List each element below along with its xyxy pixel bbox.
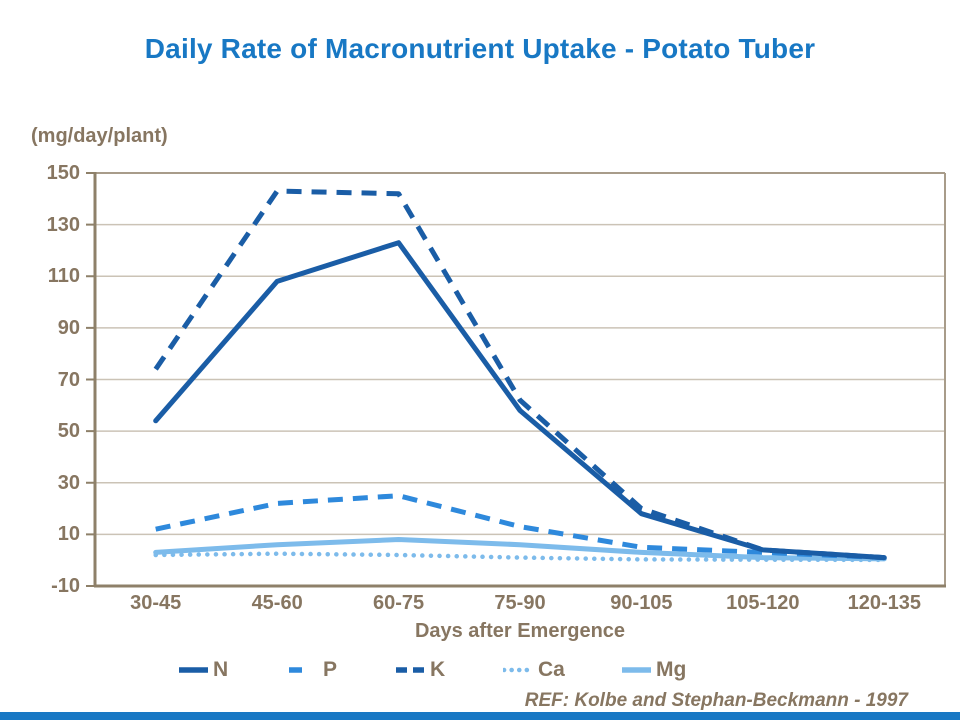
x-tick-label-120-135: 120-135 — [847, 592, 921, 614]
legend-swatch-Ca — [503, 667, 534, 673]
legend-item-Mg: Mg — [621, 656, 686, 684]
x-tick-label-45-60: 45-60 — [251, 592, 303, 614]
legend-label-K: K — [430, 658, 446, 681]
legend-swatch-Mg — [622, 667, 651, 673]
y-tick-label-30: 30 — [57, 471, 80, 494]
chart-legend: N P K Ca Mg — [0, 656, 960, 686]
legend-label-N: N — [213, 658, 229, 681]
y-tick-label-10: 10 — [57, 523, 80, 546]
legend-item-P: P — [288, 656, 337, 684]
legend-label-Mg: Mg — [656, 658, 687, 681]
x-axis-title: Days after Emergence — [414, 620, 626, 642]
y-tick-label-50: 50 — [57, 420, 80, 443]
y-axis-unit-label: (mg/day/plant) — [31, 125, 168, 147]
series-line-Ca — [153, 551, 887, 563]
legend-item-N: N — [178, 656, 228, 684]
y-tick-label--10: -10 — [51, 575, 80, 597]
y-tick-label-70: 70 — [57, 368, 80, 391]
series-line-K — [153, 188, 885, 561]
y-axis-ticks — [86, 172, 95, 587]
x-tick-label-30-45: 30-45 — [130, 592, 182, 614]
legend-label-P: P — [323, 658, 338, 681]
legend-item-K: K — [395, 656, 445, 684]
legend-label-Ca: Ca — [538, 658, 565, 681]
x-tick-label-105-120: 105-120 — [726, 592, 800, 614]
series-line-Mg — [153, 537, 887, 562]
y-tick-label-110: 110 — [47, 265, 80, 288]
y-tick-label-130: 130 — [46, 213, 80, 236]
legend-swatch-K — [396, 667, 425, 673]
legend-item-Ca: Ca — [503, 656, 565, 684]
y-tick-label-90: 90 — [57, 316, 80, 339]
x-tick-label-60-75: 60-75 — [372, 592, 425, 614]
legend-swatch-N — [179, 667, 208, 673]
bottom-accent-bar — [0, 712, 960, 720]
x-tick-label-75-90: 75-90 — [494, 592, 546, 614]
gridlines — [95, 223, 945, 536]
chart-title: Daily Rate of Macronutrient Uptake - Pot… — [144, 33, 816, 64]
reference-note: REF: Kolbe and Stephan-Beckmann - 1997 — [524, 690, 908, 711]
y-tick-label-150: 150 — [46, 162, 80, 184]
legend-swatch-P — [289, 667, 318, 673]
series-lines — [153, 188, 887, 563]
series-line-N — [153, 240, 887, 561]
plot-borders — [93, 172, 946, 588]
x-tick-label-90-105: 90-105 — [610, 592, 673, 614]
